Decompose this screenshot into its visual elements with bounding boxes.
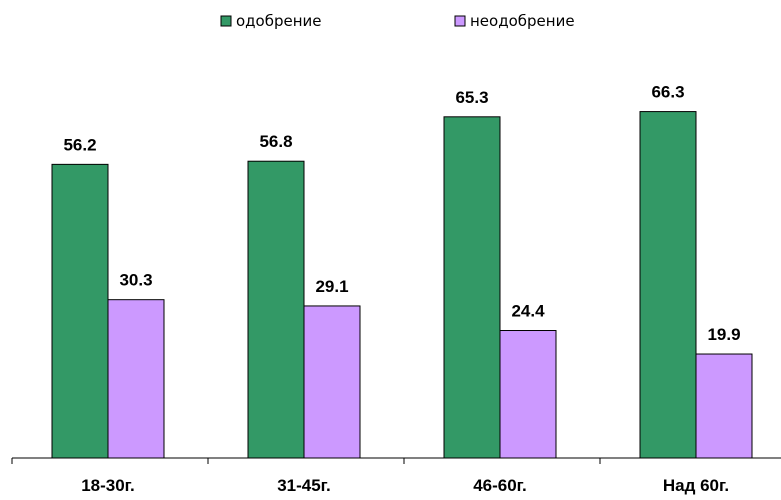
value-label-disapproval-1: 29.1 — [315, 277, 348, 296]
legend-swatch-approval — [220, 15, 232, 27]
bar-approval-1 — [247, 160, 305, 459]
bar-disapproval-2 — [499, 330, 557, 459]
value-label-approval-0: 56.2 — [63, 135, 96, 154]
bar-approval-0 — [51, 163, 109, 459]
x-tick-label-0: 18-30г. — [81, 476, 135, 495]
bar-approval-3 — [639, 111, 697, 459]
value-label-disapproval-2: 24.4 — [511, 302, 545, 321]
value-label-disapproval-0: 30.3 — [119, 271, 152, 290]
value-label-approval-3: 66.3 — [651, 83, 684, 102]
bar-disapproval-0 — [107, 299, 165, 459]
legend-label-disapproval: неодобрение — [470, 12, 575, 30]
bar-approval-2 — [443, 116, 501, 459]
legend-label-approval: одобрение — [236, 12, 322, 30]
x-tick-labels-group: 18-30г. 31-45г. 46-60г. Над 60г. — [81, 476, 729, 495]
legend-swatch-disapproval — [454, 15, 466, 27]
bar-disapproval-3 — [695, 353, 753, 459]
legend-item-disapproval: неодобрение — [454, 12, 575, 30]
x-tick-label-2: 46-60г. — [473, 476, 527, 495]
bar-disapproval-1 — [303, 305, 361, 459]
bars-group — [51, 111, 753, 459]
value-label-disapproval-3: 19.9 — [707, 325, 740, 344]
x-ticks-group — [11, 458, 601, 464]
value-labels-group: 56.2 30.3 56.8 29.1 65.3 24.4 66.3 19.9 — [63, 83, 740, 344]
value-label-approval-1: 56.8 — [259, 132, 292, 151]
legend-item-approval: одобрение — [220, 12, 322, 30]
x-tick-label-1: 31-45г. — [277, 476, 331, 495]
legend: одобрение неодобрение — [220, 12, 575, 30]
x-tick-label-3: Над 60г. — [663, 476, 729, 495]
value-label-approval-2: 65.3 — [455, 88, 488, 107]
